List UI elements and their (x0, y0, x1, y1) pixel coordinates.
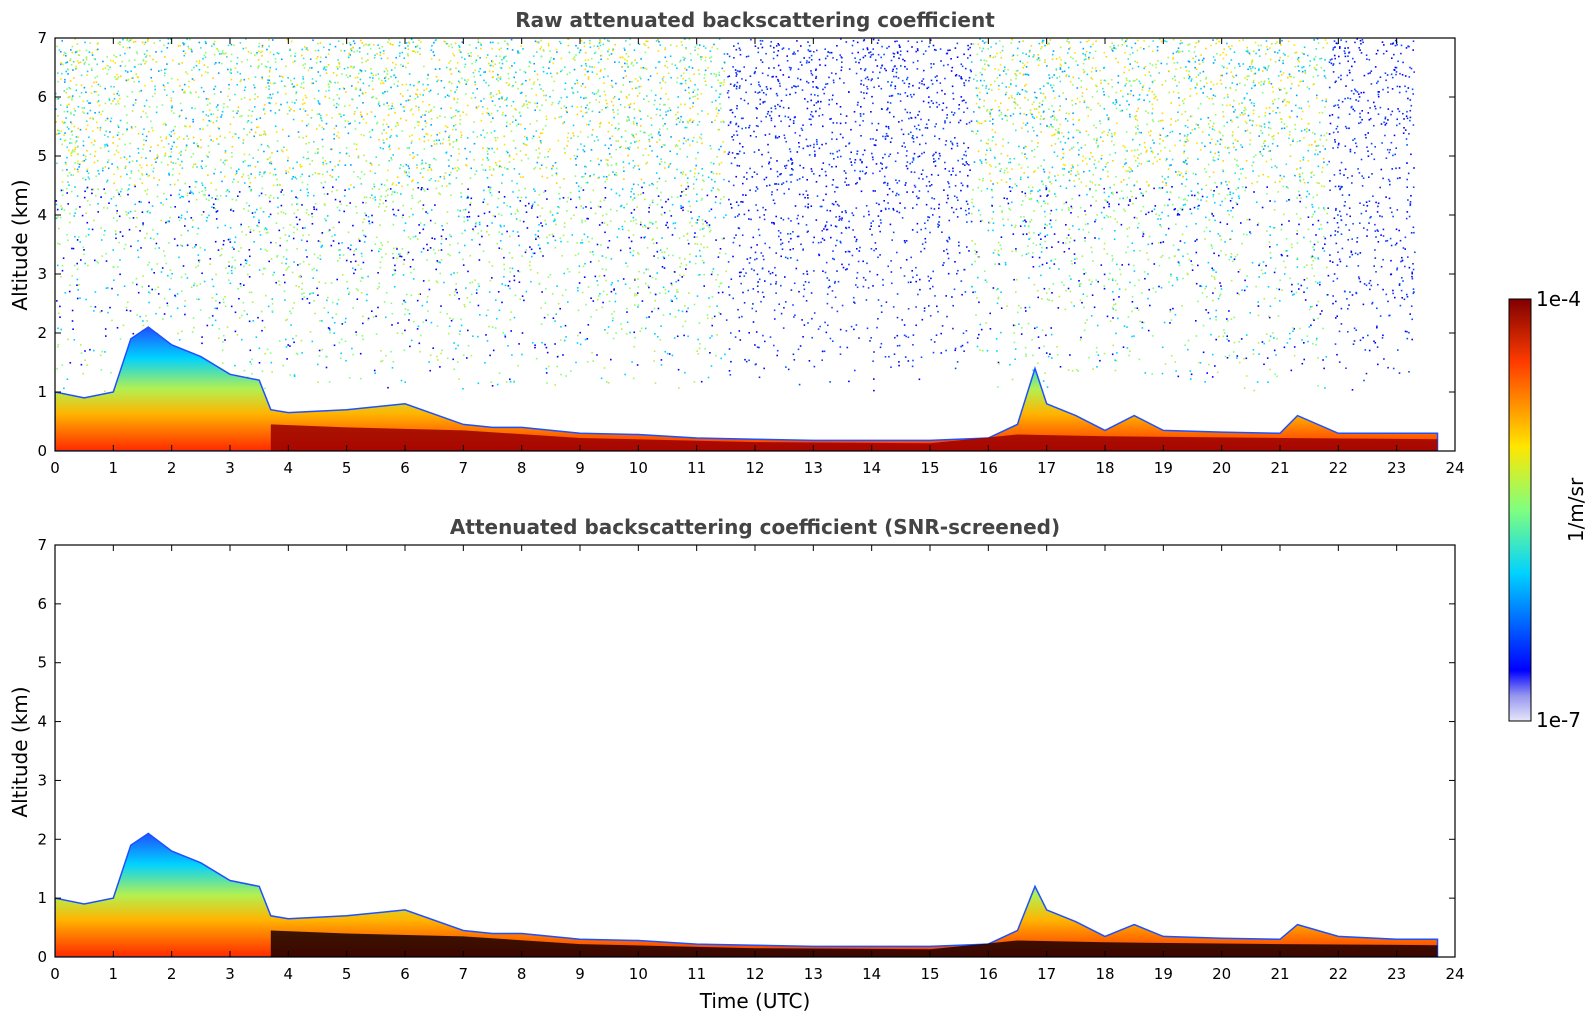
x-tick-label: 23 (1387, 965, 1406, 983)
x-tick-label: 2 (167, 459, 177, 477)
x-tick-label: 7 (459, 965, 469, 983)
y-tick-label: 4 (37, 713, 47, 731)
surface-layer (270, 930, 1438, 957)
y-tick-label: 7 (37, 29, 47, 47)
surface-layer (270, 424, 1438, 451)
y-tick-label: 5 (37, 147, 47, 165)
x-tick-label: 5 (342, 459, 352, 477)
x-tick-label: 16 (979, 965, 998, 983)
boundary-layer-area (55, 326, 1439, 451)
y-tick-label: 2 (37, 830, 47, 848)
x-tick-label: 13 (804, 965, 823, 983)
x-tick-label: 12 (745, 965, 764, 983)
panel-title-raw: Raw attenuated backscattering coefficien… (515, 8, 995, 32)
x-tick-label: 13 (804, 459, 823, 477)
x-tick-label: 12 (745, 459, 764, 477)
x-tick-label: 1 (109, 965, 119, 983)
x-tick-label: 17 (1037, 965, 1056, 983)
x-tick-label: 17 (1037, 459, 1056, 477)
heatmap-raw (55, 38, 1439, 451)
x-tick-label: 19 (1154, 965, 1173, 983)
x-tick-label: 21 (1270, 965, 1289, 983)
panel-title-screened: Attenuated backscattering coefficient (S… (450, 515, 1060, 539)
x-tick-label: 16 (979, 459, 998, 477)
x-tick-label: 11 (687, 965, 706, 983)
x-tick-label: 21 (1270, 459, 1289, 477)
x-tick-label: 18 (1095, 965, 1114, 983)
x-tick-label: 18 (1095, 459, 1114, 477)
y-axis-label-screened: Altitude (km) (8, 686, 32, 817)
y-tick-label: 1 (37, 383, 47, 401)
colorbar: 1e-4 1e-7 1/m/sr (1508, 287, 1588, 732)
x-tick-label: 14 (862, 965, 881, 983)
heatmap-screened (55, 832, 1439, 957)
x-tick-label: 24 (1445, 965, 1464, 983)
x-tick-label: 4 (284, 459, 294, 477)
x-tick-label: 0 (50, 459, 60, 477)
x-tick-label: 14 (862, 459, 881, 477)
x-tick-label: 3 (225, 965, 235, 983)
x-tick-label: 7 (459, 459, 469, 477)
y-tick-label: 2 (37, 324, 47, 342)
y-tick-label: 4 (37, 206, 47, 224)
y-axis-label-raw: Altitude (km) (8, 179, 32, 310)
x-tick-label: 10 (629, 965, 648, 983)
y-tick-label: 6 (37, 595, 47, 613)
noise-region-3 (1326, 38, 1416, 391)
x-tick-label: 0 (50, 965, 60, 983)
y-tick-label: 6 (37, 88, 47, 106)
y-tick-label: 5 (37, 654, 47, 672)
x-tick-label: 22 (1329, 965, 1348, 983)
noise-region-2 (970, 38, 1329, 392)
x-tick-label: 8 (517, 459, 527, 477)
x-tick-label: 4 (284, 965, 294, 983)
x-tick-label: 1 (109, 459, 119, 477)
colorbar-max-label: 1e-4 (1536, 287, 1581, 311)
y-tick-label: 7 (37, 536, 47, 554)
x-tick-label: 9 (575, 459, 585, 477)
x-tick-label: 6 (400, 459, 410, 477)
x-tick-label: 15 (920, 965, 939, 983)
colorbar-gradient (1508, 298, 1532, 722)
boundary-layer-area (55, 832, 1439, 957)
x-axis-label: Time (UTC) (699, 989, 811, 1013)
y-tick-label: 3 (37, 265, 47, 283)
colorbar-min-label: 1e-7 (1536, 708, 1581, 732)
y-tick-label: 0 (37, 948, 47, 966)
y-tick-label: 1 (37, 889, 47, 907)
noise-region-0 (55, 38, 727, 393)
y-tick-label: 0 (37, 442, 47, 460)
x-tick-label: 6 (400, 965, 410, 983)
x-tick-label: 8 (517, 965, 527, 983)
x-tick-label: 24 (1445, 459, 1464, 477)
x-tick-label: 5 (342, 965, 352, 983)
x-tick-label: 2 (167, 965, 177, 983)
x-tick-label: 11 (687, 459, 706, 477)
x-tick-label: 22 (1329, 459, 1348, 477)
panel-screened: Attenuated backscattering coefficient (S… (8, 515, 1465, 1013)
x-tick-label: 20 (1212, 459, 1231, 477)
panel-raw: Raw attenuated backscattering coefficien… (8, 8, 1465, 477)
colorbar-unit-label: 1/m/sr (1564, 477, 1588, 542)
x-tick-label: 19 (1154, 459, 1173, 477)
noise-region-1 (725, 38, 973, 392)
plot-frame-screened (54, 544, 1456, 958)
x-tick-label: 3 (225, 459, 235, 477)
x-tick-label: 20 (1212, 965, 1231, 983)
y-tick-label: 3 (37, 771, 47, 789)
x-tick-label: 10 (629, 459, 648, 477)
x-tick-label: 23 (1387, 459, 1406, 477)
x-tick-label: 9 (575, 965, 585, 983)
x-tick-label: 15 (920, 459, 939, 477)
